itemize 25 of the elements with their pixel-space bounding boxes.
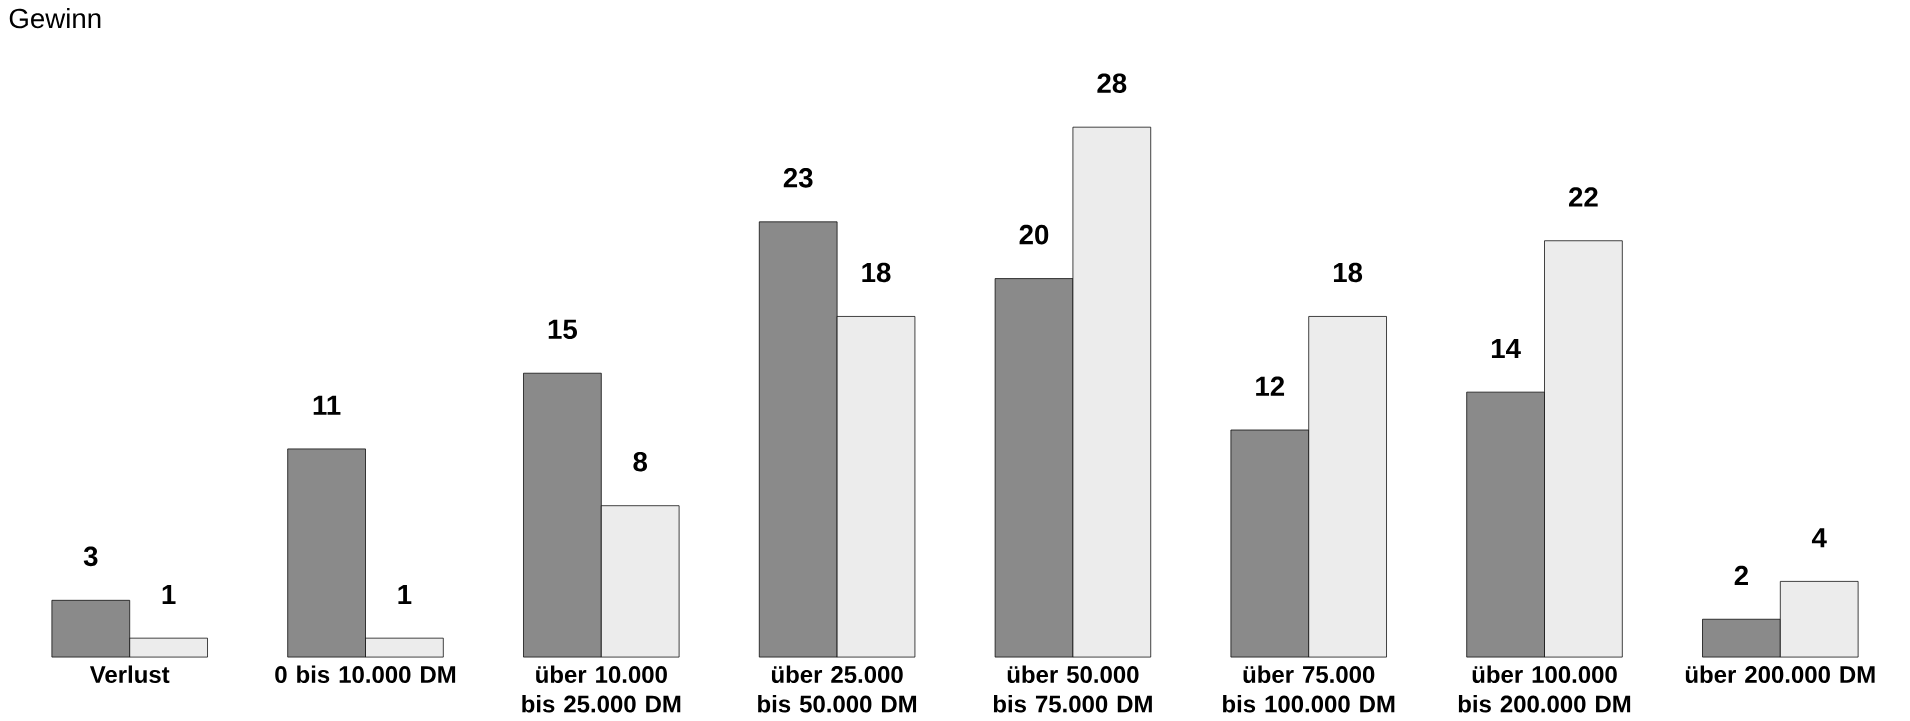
data-label: 11: [313, 395, 341, 415]
data-label: 15: [548, 319, 577, 340]
data-label: 23: [783, 168, 813, 188]
data-label: 4: [1811, 528, 1827, 548]
data-label: 14: [1491, 339, 1521, 359]
x-tick-label: über 10.000 bis 25.000 DM: [522, 665, 681, 713]
data-label: 12: [1256, 376, 1285, 397]
x-tick-label: über 25.000 bis 50.000 DM: [758, 665, 917, 713]
data-label: 1: [162, 585, 176, 605]
data-label: 22: [1568, 187, 1598, 207]
data-label: 1: [398, 585, 412, 605]
x-tick-label: über 50.000 bis 75.000 DM: [993, 665, 1152, 713]
x-tick-label: über 75.000 bis 100.000 DM: [1223, 665, 1395, 713]
x-tick-label: 0 bis 10.000 DM: [275, 665, 456, 684]
data-label: 3: [83, 546, 98, 567]
data-label: 18: [1333, 262, 1363, 283]
x-tick-label: Verlust: [89, 665, 170, 684]
data-label: 18: [862, 262, 891, 283]
data-label: 20: [1019, 225, 1049, 245]
chart-title: Gewinn: [9, 8, 101, 29]
data-label: 8: [633, 452, 648, 472]
data-label: 2: [1734, 566, 1748, 586]
data-label: 28: [1097, 73, 1127, 94]
x-tick-label: über 200.000 DM: [1685, 665, 1875, 684]
x-tick-label: über 100.000 bis 200.000 DM: [1458, 665, 1631, 713]
